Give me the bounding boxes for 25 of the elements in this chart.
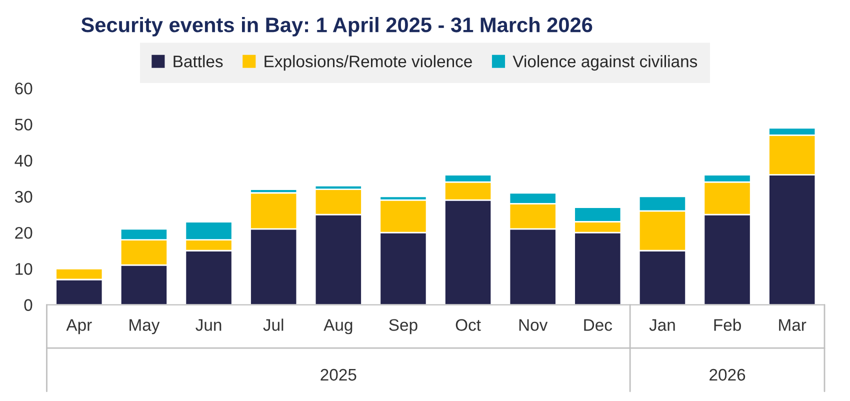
x-tick-label: Jan <box>649 319 675 331</box>
legend-label: Explosions/Remote violence <box>264 55 472 71</box>
y-tick-label: 20 <box>15 226 32 239</box>
x-tick-label: Sep <box>389 319 418 334</box>
y-tick-label: 0 <box>24 299 32 311</box>
x-tick-label: Nov <box>519 319 548 331</box>
y-tick-label: 50 <box>14 118 32 131</box>
text: 2026 <box>710 368 746 381</box>
x-tick-label: Apr <box>66 319 92 334</box>
y-tick-label: 60 <box>15 82 32 94</box>
x-tick-label: Dec <box>584 319 612 331</box>
y-tick-label: 40 <box>14 154 32 167</box>
x-tick-label: Jul <box>263 318 284 331</box>
x-tick-label: May <box>130 319 160 334</box>
x-tick-label: Aug <box>324 319 352 334</box>
text: 2025 <box>320 368 356 381</box>
x-tick-label: Oct <box>456 319 481 331</box>
chart-title: Security events in Bay: 1 April 2025 - 31 March 2026 <box>81 16 592 36</box>
x-tick-label: Mar <box>779 319 806 331</box>
x-tick-label: Feb <box>714 318 741 331</box>
legend-label: Battles <box>174 55 223 68</box>
legend-label: Violence against civilians <box>512 55 698 71</box>
y-tick-label: 10 <box>16 263 32 275</box>
y-tick-label: 30 <box>14 190 32 203</box>
x-tick-label: Jun <box>196 319 222 331</box>
